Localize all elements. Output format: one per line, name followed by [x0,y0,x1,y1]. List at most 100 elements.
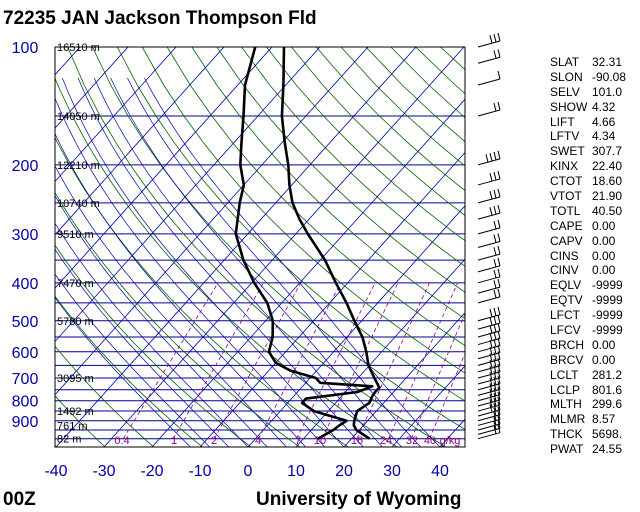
index-row: CINV 0.00 [550,263,626,278]
mixing-ratio-label: 7 [295,435,301,447]
wind-barb-flag [497,420,501,429]
wind-barb-flag [489,383,493,392]
temperature-tick-label: 10 [287,463,305,480]
wind-barb-staff [477,377,501,385]
wind-barb-flag [493,392,497,402]
wind-barb-flag [497,344,501,353]
index-value: 281.2 [592,367,623,382]
index-key: LFCT [550,308,580,323]
observation-time: 00Z [3,489,36,510]
index-key: BRCH [550,337,585,352]
wind-barb-flag [489,152,493,162]
mixing-ratio-label: g/kg [440,435,461,447]
wind-barb-flag [493,289,497,299]
index-value: 21.90 [592,189,623,204]
index-key: KINX [550,159,579,174]
wind-barb [477,32,501,48]
source-credit: University of Wyoming [256,489,462,510]
dry-adiabat [55,191,300,447]
wind-barb [477,369,501,385]
wind-barb-flag [493,323,497,333]
height-label: 761 m [57,420,88,432]
index-row: PWAT 24.55 [550,442,626,457]
wind-barb-flag [493,189,497,199]
wind-barb-flag [497,357,501,366]
wind-barb-staff [477,56,501,64]
wind-barb-staff [477,276,501,284]
index-value: 101.0 [592,84,623,99]
wind-barb [477,420,501,435]
mixing-ratio-label: 1 [171,435,177,447]
isotherm [55,47,225,236]
dry-adiabat [55,295,203,447]
wind-barb-flag [493,258,497,268]
wind-barb-flag [497,401,501,411]
temperature-profile [280,47,381,440]
height-label: 10740 m [57,198,100,210]
dry-adiabat [92,47,465,430]
height-label: 1492 m [57,406,94,418]
isotherm [55,47,417,447]
index-key: SHOW [550,99,588,114]
index-value: 22.40 [592,159,623,174]
wind-barb-flag [493,387,497,396]
pressure-tick-label: 700 [12,371,39,388]
moist-adiabat [55,165,287,447]
index-value: 307.7 [592,144,623,159]
index-value: -90.08 [592,69,627,84]
index-key: LCLT [550,367,579,382]
wind-barb-flag [493,280,497,289]
wind-barb-flag [497,257,501,266]
wind-barb-flag [489,339,493,349]
wind-barb-flag [493,421,497,430]
index-value: 24.55 [592,442,623,457]
wind-barb-flag [493,50,497,59]
index-key: CINS [550,248,579,263]
mixing-ratio-line [258,282,342,439]
wind-barb-flag [489,353,493,362]
wind-barb-flag [493,331,497,340]
index-value: 0.00 [592,218,616,233]
index-value: -9999 [592,278,623,293]
wind-barb [477,150,501,166]
index-key: CTOT [550,174,583,189]
index-key: LFCV [550,323,581,338]
wind-barb [477,306,501,322]
index-key: SELV [550,84,580,99]
wind-barb-staff [477,314,501,322]
wind-barb [477,288,501,304]
wind-barb-flag [489,207,493,216]
dry-adiabat [55,345,154,447]
index-row: THCK 5698. [550,427,626,442]
index-value: 5698. [592,427,623,442]
wind-barb-flag [489,404,493,413]
dry-adiabat [166,47,465,347]
wind-barb [477,257,501,273]
wind-barb-flag [493,398,497,407]
index-row: BRCV 0.00 [550,353,626,368]
index-key: VTOT [550,189,582,204]
mixing-ratio-label: 32 [406,435,418,447]
wind-barb-flag [489,308,493,318]
wind-barb-flag [497,375,501,384]
wind-barb-staff [477,394,501,402]
wind-barb-flag [497,411,501,420]
wind-barb-flag [497,32,501,42]
wind-barb-flag [493,234,497,243]
isotherm [55,47,321,343]
pressure-tick-label: 500 [12,314,39,331]
wind-barb-flag [493,220,497,230]
pressure-tick-label: 800 [12,394,39,411]
wind-barb-flag [493,171,497,181]
wind-barb [477,381,501,396]
isotherm [55,47,129,129]
index-value: -9999 [592,293,623,308]
wind-barb-flag [497,268,501,277]
chart-title: 72235 JAN Jackson Thompson Fld [3,8,317,29]
index-key: SLAT [550,55,580,69]
wind-barb-staff [477,338,501,346]
temperature-tick-label: -40 [44,463,67,480]
mixing-ratio-labels: 0.4 1 2 4 7 10 16 24 32 40 g/kg [114,435,460,447]
mixing-ratio-label: 2 [211,435,217,447]
index-value: 0.00 [592,263,616,278]
